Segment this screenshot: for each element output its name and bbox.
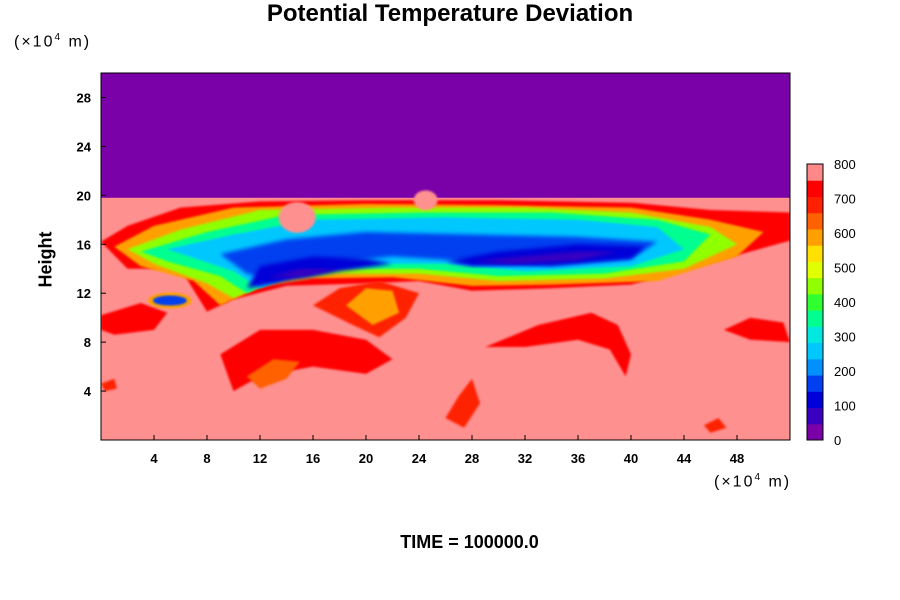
y-tick-label: 16 — [77, 237, 91, 252]
colorbar-swatch — [807, 375, 823, 392]
x-tick-label: 44 — [677, 451, 692, 466]
y-tick-label: 12 — [77, 286, 91, 301]
colorbar-swatch — [807, 228, 823, 246]
y-tick-label: 4 — [84, 384, 92, 399]
chart-title: Potential Temperature Deviation — [266, 0, 634, 27]
contour-streak-7 — [445, 378, 480, 428]
contour-bubble-1 — [413, 190, 438, 211]
colorbar-swatch — [807, 293, 823, 311]
x-axis-unit: (×104 m) — [714, 472, 792, 491]
colorbar-label: 300 — [834, 330, 856, 345]
contour-patch-left-inner — [152, 295, 187, 306]
colorbar-swatch — [807, 261, 823, 279]
colorbar-label: 400 — [834, 295, 856, 310]
colorbar-label: 200 — [834, 364, 856, 379]
colorbar-swatch — [807, 277, 823, 295]
y-axis-unit: (×104 m) — [14, 32, 92, 51]
contour-band-8 — [472, 251, 618, 264]
x-tick-label: 48 — [730, 451, 744, 466]
contour-band-9 — [266, 268, 340, 279]
colorbar-swatch — [807, 180, 823, 197]
colorbar-swatch — [807, 212, 823, 230]
colorbar-swatch — [807, 407, 823, 425]
y-tick-label: 24 — [77, 139, 92, 154]
contour-streak-2 — [220, 329, 393, 392]
contour-bubble-0 — [278, 201, 316, 233]
x-tick-label: 16 — [306, 451, 320, 466]
colorbar-label: 100 — [834, 399, 856, 414]
colorbar-swatch — [807, 196, 823, 214]
y-tick-label: 28 — [77, 90, 91, 105]
colorbar-swatch — [807, 423, 823, 441]
colorbar-label: 600 — [834, 226, 856, 241]
contour-band-5 — [220, 232, 658, 281]
field-top-layer — [101, 73, 790, 198]
x-tick-label: 4 — [150, 451, 158, 466]
colorbar-label: 500 — [834, 261, 856, 276]
colorbar: 0 100 200 300 400 500 600 700 800 — [806, 157, 856, 448]
x-tick-label: 32 — [518, 451, 532, 466]
contour-streak-5 — [101, 303, 168, 335]
x-tick-label: 20 — [359, 451, 373, 466]
colorbar-swatch — [807, 326, 823, 344]
colorbar-swatch — [807, 342, 823, 360]
y-tick-label: 20 — [77, 188, 91, 203]
colorbar-swatch — [807, 391, 823, 409]
contour-streak-9 — [101, 378, 117, 392]
contour-streak-6 — [723, 317, 790, 343]
colorbar-label: 0 — [834, 433, 841, 448]
x-tick-label: 8 — [203, 451, 210, 466]
colorbar-swatch — [807, 358, 823, 376]
contour-streak-4 — [485, 312, 631, 377]
x-tick-label: 24 — [412, 451, 427, 466]
x-tick-label: 40 — [624, 451, 638, 466]
x-tick-label: 36 — [571, 451, 585, 466]
colorbar-label: 800 — [834, 157, 856, 172]
colorbar-swatch — [807, 164, 823, 181]
colorbar-swatch — [807, 245, 823, 262]
x-tick-label: 12 — [253, 451, 267, 466]
colorbar-frame — [806, 163, 824, 441]
plot-area — [101, 73, 790, 440]
contour-streak-8 — [703, 418, 727, 433]
contour-streak-3 — [246, 359, 300, 389]
time-annotation: TIME = 100000.0 — [400, 532, 539, 552]
plot-frame — [100, 72, 791, 441]
colorbar-label: 700 — [834, 192, 856, 207]
y-tick-label: 8 — [84, 335, 91, 350]
x-tick-label: 28 — [465, 451, 479, 466]
colorbar-swatch — [807, 310, 823, 327]
contour-streak-1 — [346, 288, 400, 325]
